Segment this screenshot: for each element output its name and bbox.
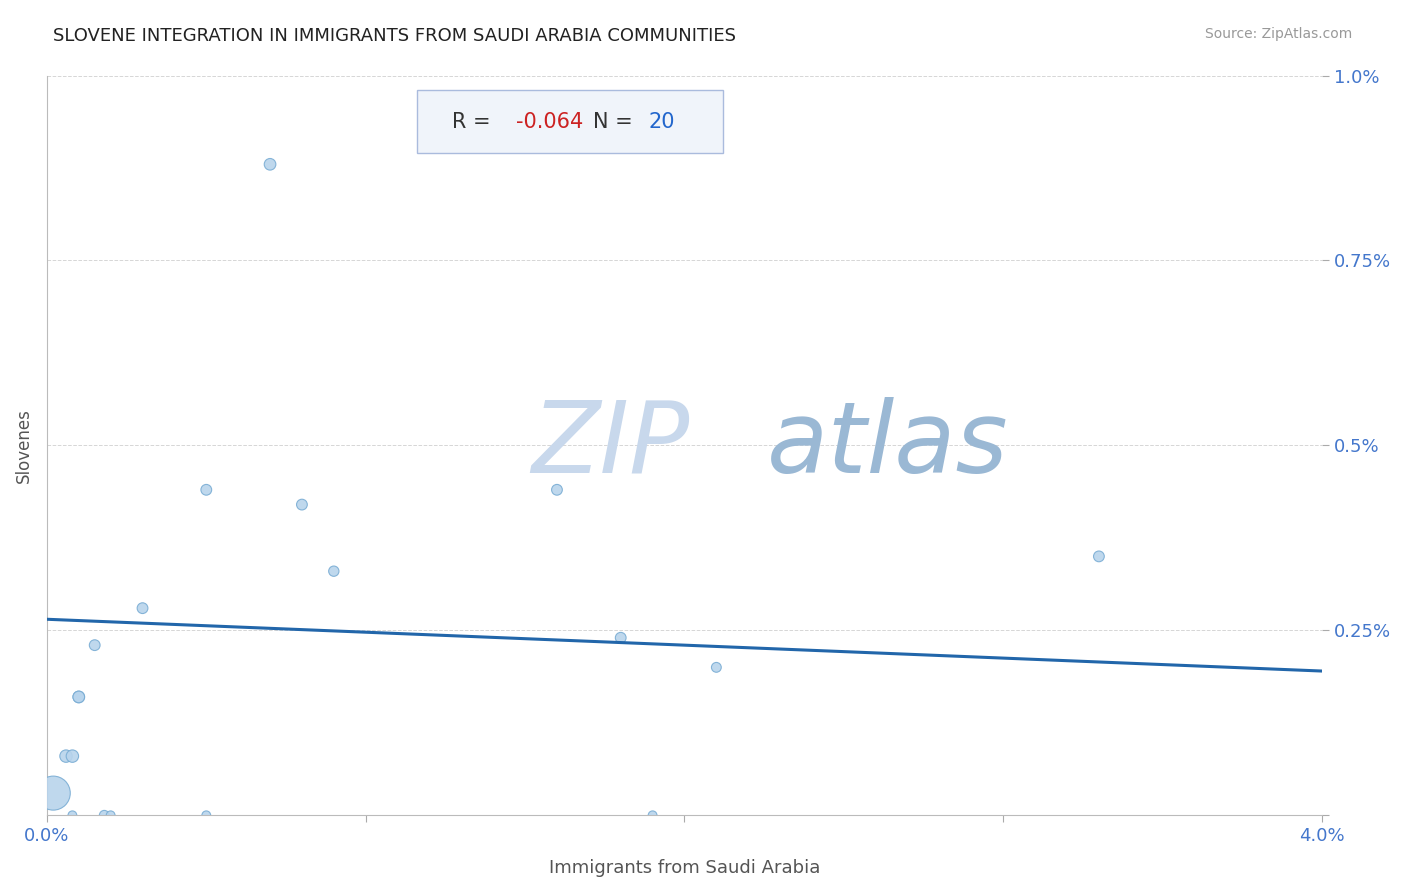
Point: [60, 808, 83, 822]
Point: [100, 808, 122, 822]
Point: [195, 483, 218, 497]
Text: Source: ZipAtlas.com: Source: ZipAtlas.com: [1205, 27, 1353, 41]
FancyBboxPatch shape: [416, 90, 723, 153]
Point: [83, 638, 105, 652]
Point: [67, 690, 90, 704]
Text: atlas: atlas: [768, 397, 1010, 494]
Point: [706, 660, 728, 674]
Point: [67, 690, 90, 704]
Text: SLOVENE INTEGRATION IN IMMIGRANTS FROM SAUDI ARABIA COMMUNITIES: SLOVENE INTEGRATION IN IMMIGRANTS FROM S…: [53, 27, 737, 45]
Point: [131, 601, 153, 615]
Text: N =: N =: [593, 112, 640, 132]
Point: [93, 808, 115, 822]
X-axis label: Immigrants from Saudi Arabia: Immigrants from Saudi Arabia: [548, 859, 820, 877]
Point: [641, 808, 664, 822]
Point: [546, 483, 568, 497]
Text: -0.064: -0.064: [516, 112, 583, 132]
Point: [55, 749, 77, 764]
Text: R =: R =: [453, 112, 498, 132]
Y-axis label: Slovenes: Slovenes: [15, 408, 32, 483]
Point: [609, 631, 631, 645]
Point: [259, 157, 281, 171]
Point: [60, 749, 83, 764]
Text: ZIP: ZIP: [531, 397, 690, 494]
Point: [42, 786, 65, 800]
Text: 20: 20: [648, 112, 675, 132]
Point: [1088, 549, 1111, 564]
Point: [195, 808, 218, 822]
Point: [322, 564, 344, 578]
Point: [291, 498, 314, 512]
